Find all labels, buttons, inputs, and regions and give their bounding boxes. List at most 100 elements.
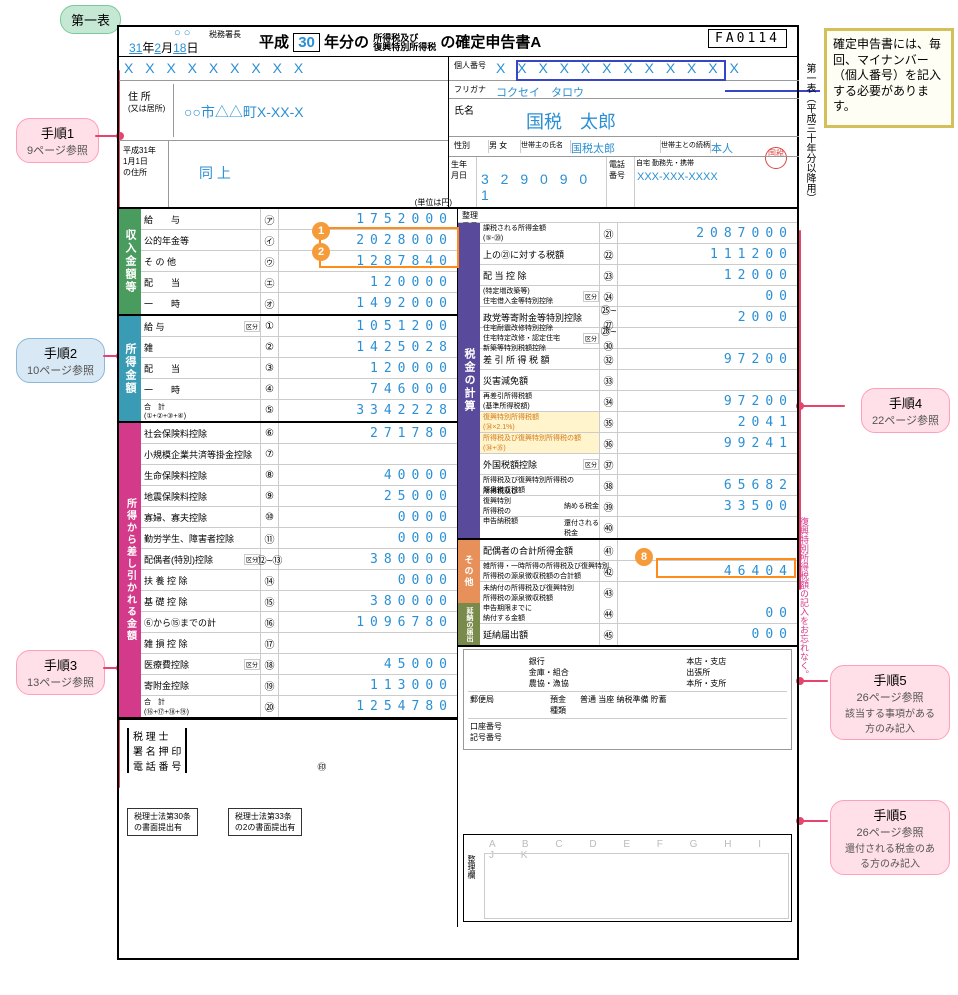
row-value: 25000 (279, 489, 457, 504)
sec-tax: 税金の計算課税される所得金額 (⑤-⑳)㉑2087000上の㉑に対する税額㉒11… (458, 223, 797, 540)
row-label: 課税される所得金額 (⑤-⑳) (480, 223, 600, 243)
step4-sub: 22ページ参照 (872, 412, 939, 428)
row-num: ㉑ (600, 223, 618, 243)
table-row: 医療費控除区分⑱45000 (141, 654, 457, 675)
address: ○○市△△町X-XX-X (174, 84, 314, 137)
head: 国税太郎 (571, 140, 661, 153)
row-num: ⑧ (261, 465, 279, 485)
table-row: 小規模企業共済等掛金控除⑦ (141, 444, 457, 465)
sec-ennou: 延納の届出申告期限までに 納付する金額㊹00延納届出額㊺000 (458, 603, 797, 647)
row-label: 生命保険料控除 (141, 465, 261, 485)
row-value: 1752000 (279, 212, 457, 227)
step5a-sub: 26ページ参照 (841, 689, 939, 705)
row-num: ㋓ (261, 272, 279, 292)
main-columns: (単位は円) 収入金額等給 与㋐1752000公的年金等㋑2028000そ の … (119, 209, 797, 927)
row-num: ㊴ (600, 496, 618, 516)
row-num: ㉜ (600, 349, 618, 369)
sec-income: 収入金額等給 与㋐1752000公的年金等㋑2028000そ の 他㋒12878… (119, 209, 457, 316)
row-value: 746000 (279, 382, 457, 397)
badge-8: 8 (635, 548, 653, 566)
row-num: ⑰ (261, 633, 279, 653)
callout-step5b: 手順526ページ参照還付される税金のある方のみ記入 (830, 800, 950, 875)
row-num: ⑨ (261, 486, 279, 506)
arrange-label: 整理欄 (466, 855, 477, 879)
row-value: 97200 (618, 352, 797, 367)
table-row: 扶 養 控 除⑭0000 (141, 570, 457, 591)
table-row: 延納届出額㊺000 (480, 624, 797, 645)
table-row: 勤労学生、障害者控除⑪0000 (141, 528, 457, 549)
callout-table1: 第一表 (60, 5, 121, 34)
table-row: 配偶者(特別)控除区分⑫~⑬380000 (141, 549, 457, 570)
row-label: 住宅耐震改修特別控除 住宅特定改修・認定住宅 新築等特別税額控除区分 (480, 328, 600, 348)
row-label: 所得税及び 復興特別 所得税の 申告納税額納める税金 (480, 496, 600, 516)
row-num: ⑳ (261, 696, 279, 717)
bottom-left: 税 理 士 署 名 押 印 電 話 番 号㊞ 税理士法第30条 の書面提出有税理… (119, 719, 457, 819)
row-label: 外国税額控除区分 (480, 454, 600, 474)
mynumber-note: 確定申告書には、毎回、マイナンバー（個人番号）を記入する必要があります。 (824, 28, 954, 128)
row-label: 一 時 (141, 293, 261, 314)
row-label: 配偶者の合計所得金額 (480, 540, 600, 560)
row-value: 380000 (279, 552, 457, 567)
row-label: (特定増改築等) 住宅借入金等特別控除区分 (480, 286, 600, 306)
row-num: ㊸ (600, 582, 618, 603)
row-label: 一 時 (141, 379, 261, 399)
row-label: 配 当 (141, 272, 261, 292)
row-num: ⑮ (261, 591, 279, 611)
row-value: 12000 (618, 268, 797, 283)
row-value: 0000 (279, 510, 457, 525)
form-code: FA0114 (708, 29, 787, 48)
table-row: 上の㉑に対する税額㉒111200 (480, 244, 797, 265)
tel: XXX-XXX-XXXX (635, 169, 799, 185)
row-value: 45000 (279, 657, 457, 672)
row-num: ② (261, 337, 279, 357)
reminder-text: 復興特別所得税額の記入をお忘れなく。 (798, 517, 811, 679)
table-row: 地震保険料控除⑨25000 (141, 486, 457, 507)
row-num: ⑲ (261, 675, 279, 695)
line-s4 (800, 405, 845, 407)
row-num: ⑥ (261, 423, 279, 443)
row-value: 1096780 (279, 615, 457, 630)
row-num: ㊳ (600, 475, 618, 495)
row-label: 基 礎 控 除 (141, 591, 261, 611)
row-label: 合 計 (⑯+⑰+⑱+⑲) (141, 696, 261, 717)
step1-sub: 9ページ参照 (27, 142, 88, 158)
row-num: ㉘~㉚ (600, 328, 618, 348)
badge-1: 1 (312, 222, 330, 240)
circles: ○ ○ (174, 27, 190, 39)
table-row: 差 引 所 得 税 額㉜97200 (480, 349, 797, 370)
seiri-label: 整理 番号 (458, 209, 797, 223)
table-row: 配 当③120000 (141, 358, 457, 379)
callout-step3: 手順313ページ参照 (16, 650, 105, 695)
row-value: 33500 (618, 499, 797, 514)
row-num: ㉝ (600, 370, 618, 390)
zeirishi: 税 理 士 署 名 押 印 電 話 番 号 (127, 728, 187, 773)
row-num: ㉒ (600, 244, 618, 264)
row-value: 2000 (618, 310, 797, 325)
sec-deduct: 所得から差し引かれる金額社会保険料控除⑥271780小規模企業共済等掛金控除⑦生… (119, 423, 457, 719)
row-label: 復興特別所得税額 (㉞×2.1%) (480, 412, 600, 432)
row-label: 雑所得・一時所得の所得税及び復興特別 所得税の源泉徴収税額の合計額 (480, 561, 600, 581)
row-label: 配偶者(特別)控除区分 (141, 549, 261, 569)
row-num: ⑫~⑬ (261, 549, 279, 569)
step2-sub: 10ページ参照 (27, 362, 94, 378)
tax-form: 第一表（平成三十年分以降用） 復興特別所得税額の記入をお忘れなく。 ○ ○ 税務… (117, 25, 799, 960)
row-label: ⑥から⑮までの計 (141, 612, 261, 632)
badge-2: 2 (312, 243, 330, 261)
row-value: 1051200 (279, 319, 457, 334)
row-value: 113000 (279, 678, 457, 693)
table-row: 未納付の所得税及び復興特別 所得税の源泉徴収税額㊸ (480, 582, 797, 603)
table-row: 災害減免額㉝ (480, 370, 797, 391)
row-label: 医療費控除区分 (141, 654, 261, 674)
row-value: 1492000 (279, 296, 457, 311)
step5b-title: 手順5 (841, 805, 939, 824)
step5a-note: 該当する事項がある方のみ記入 (841, 705, 939, 735)
row-num: ㋐ (261, 209, 279, 229)
callout-step5a: 手順526ページ参照該当する事項がある方のみ記入 (830, 665, 950, 740)
table-row: 申告期限までに 納付する金額㊹00 (480, 603, 797, 624)
line-s5b (800, 820, 828, 822)
table-row: そ の 他㋒1287840 (141, 251, 457, 272)
step3-title: 手順3 (27, 655, 94, 674)
row-num: ㊲ (600, 454, 618, 474)
row-value: 380000 (279, 594, 457, 609)
row-label: 社会保険料控除 (141, 423, 261, 443)
